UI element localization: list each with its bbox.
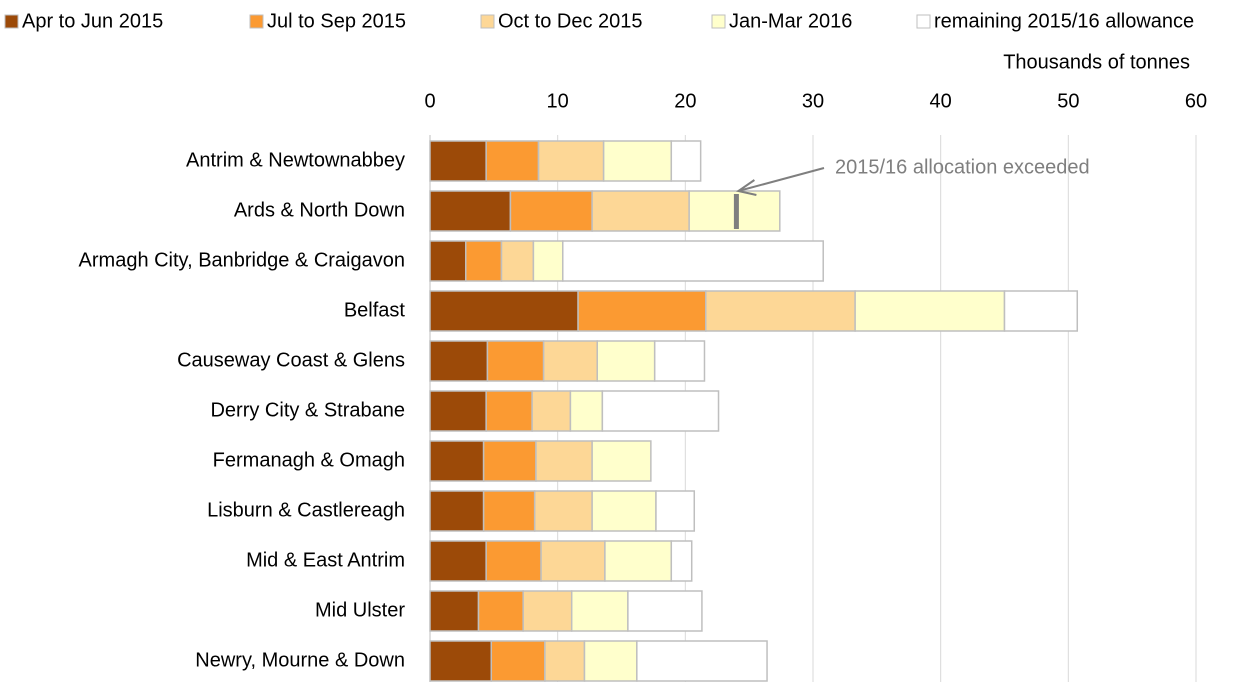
bar-segment	[429, 190, 512, 232]
bar-segment	[429, 240, 467, 282]
bar-segment	[485, 390, 533, 432]
y-tick-label: Ards & North Down	[234, 199, 405, 221]
x-tick-label: 30	[802, 90, 824, 112]
bar-segment	[670, 140, 702, 182]
bar-segment	[500, 240, 535, 282]
bar-segment	[655, 490, 696, 532]
bar-segment	[429, 340, 489, 382]
legend-label: remaining 2015/16 allowance	[934, 10, 1194, 32]
bar-segment	[542, 340, 598, 382]
bar-segment	[532, 240, 564, 282]
bar-segment	[482, 490, 536, 532]
bar-segment	[591, 440, 652, 482]
bar-segment	[522, 590, 573, 632]
bar-segment	[429, 590, 480, 632]
x-tick-label: 0	[424, 90, 435, 112]
x-tick-label: 40	[930, 90, 952, 112]
y-tick-label: Causeway Coast & Glens	[177, 349, 405, 371]
legend-swatch	[4, 14, 19, 29]
bar-segment	[596, 340, 656, 382]
legend-swatch	[711, 14, 726, 29]
bar-segment	[602, 140, 673, 182]
bar-segment	[569, 390, 604, 432]
arrow-head	[735, 179, 757, 196]
x-tick-label: 60	[1185, 90, 1207, 112]
bar-segment	[535, 440, 593, 482]
bar-segment	[485, 140, 540, 182]
y-tick-label: Derry City & Strabane	[210, 399, 405, 421]
bar-segment	[670, 540, 693, 582]
legend-label: Jul to Sep 2015	[267, 10, 406, 32]
bar-segment	[583, 640, 638, 682]
bar-segment	[537, 140, 605, 182]
bar-segment	[854, 290, 1006, 332]
legend-label: Jan-Mar 2016	[729, 10, 852, 32]
axis-label: Thousands of tonnes	[1003, 51, 1190, 73]
legend-swatch	[916, 14, 931, 29]
y-tick-label: Mid Ulster	[315, 599, 405, 621]
legend-swatch	[249, 14, 264, 29]
bar-segment	[544, 640, 586, 682]
bar-segment	[477, 590, 524, 632]
legend-label: Apr to Jun 2015	[22, 10, 163, 32]
bar-segment	[485, 540, 542, 582]
bar-segment	[570, 590, 629, 632]
bar-segment	[464, 240, 503, 282]
x-tick-label: 10	[547, 90, 569, 112]
y-tick-label: Lisburn & Castlereagh	[207, 499, 405, 521]
y-tick-label: Antrim & Newtownabbey	[186, 149, 405, 171]
annotation-text: 2015/16 allocation exceeded	[835, 156, 1090, 178]
legend-swatch	[480, 14, 495, 29]
bar-segment	[531, 390, 572, 432]
y-tick-label: Belfast	[344, 299, 406, 321]
bar-segment	[533, 490, 593, 532]
y-tick-label: Mid & East Antrim	[246, 549, 405, 571]
bar-segment	[509, 190, 593, 232]
bar-segment	[482, 440, 537, 482]
bar-segment	[429, 290, 579, 332]
bar-segment	[490, 640, 546, 682]
bar-segment	[591, 490, 657, 532]
bar-segment	[429, 440, 485, 482]
bar-segment	[429, 540, 487, 582]
bar-segment	[429, 640, 493, 682]
bar-segment	[429, 390, 487, 432]
bar-segment	[601, 390, 720, 432]
bar-segment	[636, 640, 768, 682]
bar-segment	[429, 490, 485, 532]
bar-segment	[1003, 290, 1079, 332]
bar-segment	[562, 240, 824, 282]
y-tick-label: Armagh City, Banbridge & Craigavon	[79, 249, 405, 271]
bar-segment	[591, 190, 690, 232]
x-tick-label: 20	[674, 90, 696, 112]
bar-segment	[577, 290, 707, 332]
bar-segment	[705, 290, 856, 332]
bar-segment	[653, 340, 706, 382]
x-tick-label: 50	[1057, 90, 1079, 112]
y-tick-label: Newry, Mourne & Down	[195, 649, 405, 671]
annotation-arrow	[738, 167, 825, 192]
y-tick-label: Fermanagh & Omagh	[213, 449, 405, 471]
legend-label: Oct to Dec 2015	[498, 10, 643, 32]
bar-segment	[429, 140, 487, 182]
bar-segment	[604, 540, 673, 582]
bar-segment	[627, 590, 703, 632]
bar-segment	[486, 340, 545, 382]
bar-segment	[540, 540, 606, 582]
